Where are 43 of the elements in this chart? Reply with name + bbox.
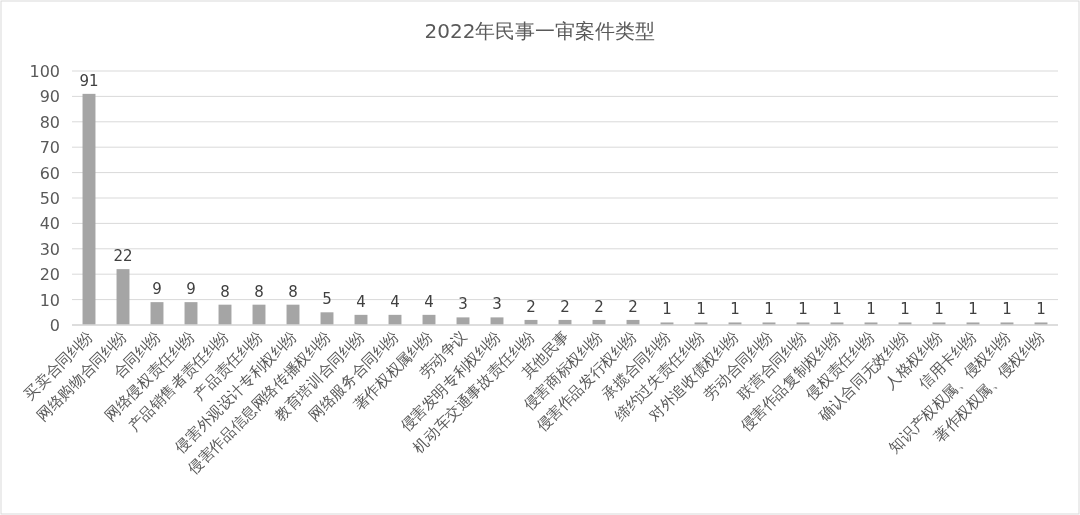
data-label: 3 (458, 295, 468, 314)
y-tick-label: 30 (39, 239, 60, 259)
data-label: 1 (730, 300, 740, 319)
data-label: 1 (1036, 300, 1046, 319)
data-label: 4 (424, 292, 434, 311)
y-tick-label: 80 (39, 112, 60, 132)
data-label: 9 (152, 280, 162, 299)
data-label: 9 (186, 280, 196, 299)
y-tick-label: 20 (39, 265, 60, 285)
data-label: 2 (594, 297, 604, 316)
data-label: 2 (560, 297, 570, 316)
data-label: 1 (968, 300, 978, 319)
y-tick-label: 0 (49, 316, 60, 335)
data-label: 1 (662, 300, 672, 319)
bar (82, 93, 96, 325)
data-label: 5 (322, 290, 332, 309)
data-label: 91 (79, 71, 99, 90)
data-label: 1 (866, 300, 876, 319)
data-label: 1 (934, 300, 944, 319)
y-tick-label: 10 (39, 290, 60, 310)
y-tick-label: 40 (39, 214, 60, 234)
data-label: 1 (832, 300, 842, 319)
bar (116, 269, 130, 325)
data-label: 4 (390, 292, 400, 311)
data-label: 1 (696, 300, 706, 319)
y-tick-label: 70 (39, 138, 60, 158)
data-label: 8 (254, 282, 264, 301)
chart-title: 2022年民事一审案件类型 (424, 19, 656, 43)
y-tick-label: 60 (39, 163, 60, 183)
y-tick-label: 100 (29, 62, 60, 81)
y-tick-label: 50 (39, 189, 60, 208)
data-label: 1 (798, 300, 808, 319)
data-label: 8 (288, 282, 298, 301)
data-label: 4 (356, 292, 366, 311)
data-label: 1 (764, 300, 774, 319)
data-label: 3 (492, 295, 502, 314)
data-label: 2 (628, 297, 638, 316)
data-label: 1 (1002, 300, 1012, 319)
data-label: 2 (526, 297, 536, 316)
data-label: 1 (900, 300, 910, 319)
data-label: 8 (220, 282, 230, 301)
data-label: 22 (113, 247, 133, 266)
y-tick-label: 90 (39, 87, 60, 107)
